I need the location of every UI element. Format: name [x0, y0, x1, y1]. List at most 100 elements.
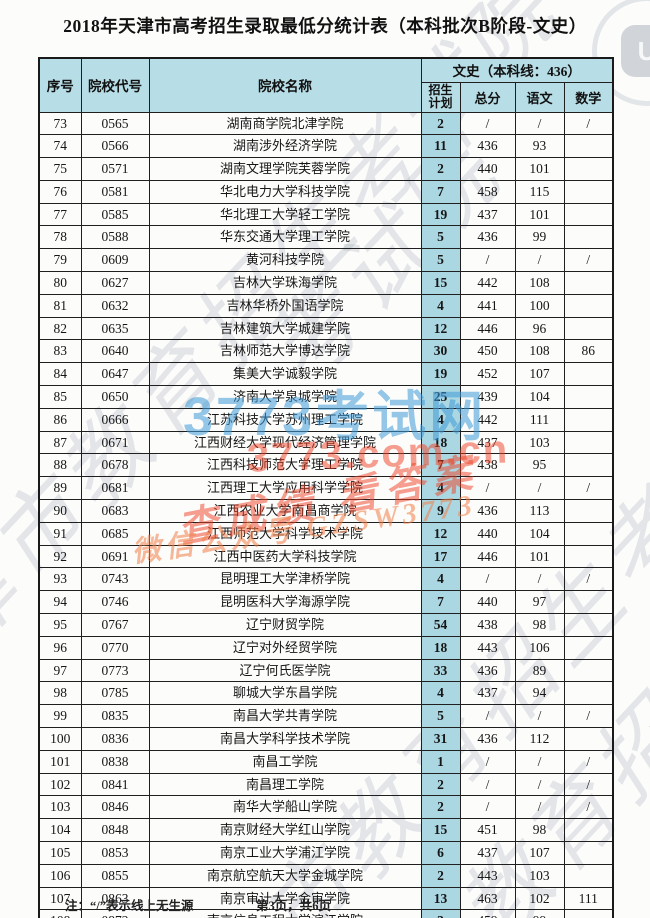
chinese-score: /: [514, 476, 565, 501]
school-code: 0691: [80, 544, 150, 569]
plan-count: 9: [420, 499, 461, 523]
school-name: 吉林建筑大学城建学院: [148, 316, 422, 341]
row-index: 75: [38, 157, 82, 181]
chinese-score: 100: [514, 293, 565, 318]
total-score: 436: [459, 727, 516, 751]
row-index: 97: [38, 658, 82, 683]
row-index: 80: [38, 271, 82, 295]
plan-count: 18: [420, 430, 461, 455]
school-code: 0609: [80, 248, 150, 273]
chinese-score: 103: [514, 863, 565, 888]
school-name: 黄河科技学院: [148, 248, 422, 273]
school-name: 南昌大学共青学院: [148, 704, 422, 729]
plan-count: 2: [420, 772, 461, 797]
plan-count: 54: [420, 613, 461, 637]
total-score: 438: [459, 453, 516, 478]
row-index: 76: [38, 179, 82, 204]
table-row: 75 0571 湖南文理学院芙蓉学院 2 440 101: [38, 157, 614, 181]
math-score: [563, 225, 614, 250]
chinese-score: 101: [514, 202, 565, 227]
school-code: 0785: [80, 681, 150, 706]
table-row: 93 0743 昆明理工大学津桥学院 4// /: [38, 567, 614, 592]
table-body: 73 0565 湖南商学院北津学院 2///74 0566 湖南涉外经济学院 11 436 93…: [38, 111, 614, 918]
math-score: [563, 818, 614, 842]
total-score: 452: [459, 362, 516, 387]
plan-count: 7: [420, 590, 461, 615]
math-score: 111: [563, 886, 614, 911]
school-code: 0838: [80, 749, 150, 774]
header-code: 院校代号: [80, 57, 150, 113]
math-score: [563, 613, 614, 637]
plan-count: 5: [420, 225, 461, 250]
row-index: 81: [38, 293, 82, 318]
plan-count: 15: [420, 271, 461, 295]
table-row: 82 0635 吉林建筑大学城建学院 12 446 96: [38, 316, 614, 341]
chinese-score: 113: [514, 499, 565, 523]
school-code: 0773: [80, 658, 150, 683]
school-code: 0743: [80, 567, 150, 592]
school-name: 南昌工学院: [148, 749, 422, 774]
table-row: 104 0848 南京财经大学红山学院 15 451 98: [38, 818, 614, 842]
header-group-wenshi: 文史（本科线：436）: [420, 57, 614, 83]
chinese-score: 98: [514, 818, 565, 842]
math-score: /: [563, 704, 614, 729]
total-score: 450: [459, 339, 516, 364]
total-score: 438: [459, 613, 516, 637]
chinese-score: 101: [514, 157, 565, 181]
school-code: 0647: [80, 362, 150, 387]
school-name: 江西中医药大学科技学院: [148, 544, 422, 569]
chinese-score: 99: [514, 225, 565, 250]
row-index: 89: [38, 476, 82, 501]
plan-count: 4: [420, 681, 461, 706]
total-score: 437: [459, 841, 516, 865]
row-index: 85: [38, 385, 82, 409]
school-name: 江西理工大学应用科学学院: [148, 476, 422, 501]
table-row: 80 0627 吉林大学珠海学院 15 442 108: [38, 271, 614, 295]
school-code: 0635: [80, 316, 150, 341]
row-index: 103: [38, 795, 82, 820]
school-code: 0835: [80, 704, 150, 729]
plan-count: 33: [420, 658, 461, 683]
math-score: [563, 430, 614, 455]
row-index: 79: [38, 248, 82, 273]
chinese-score: /: [514, 772, 565, 797]
total-score: 436: [459, 658, 516, 683]
table-row: 96 0770 辽宁对外经贸学院 18 443 106: [38, 635, 614, 660]
math-score: [563, 407, 614, 432]
total-score: 443: [459, 863, 516, 888]
chinese-score: 108: [514, 271, 565, 295]
table-row: 79 0609 黄河科技学院 5// /: [38, 248, 614, 273]
row-index: 93: [38, 567, 82, 592]
math-score: /: [563, 749, 614, 774]
page-footer: 注：“/”表示线上无生源 第3页，共6页: [38, 895, 613, 915]
math-score: /: [563, 111, 614, 136]
school-name: 南京航空航天大学金城学院: [148, 863, 422, 888]
row-index: 101: [38, 749, 82, 774]
table-row: 83 0640 吉林师范大学博达学院 30 450 108 86: [38, 339, 614, 364]
header-plan-line1: 招生: [428, 83, 453, 97]
footnote: 注：“/”表示线上无生源: [65, 899, 194, 913]
table-row: 106 0855 南京航空航天大学金城学院 2 443 103: [38, 863, 614, 888]
math-score: [563, 316, 614, 341]
school-name: 集美大学诚毅学院: [148, 362, 422, 387]
chinese-score: 94: [514, 681, 565, 706]
math-score: [563, 590, 614, 615]
math-score: [563, 727, 614, 751]
chinese-score: 95: [514, 453, 565, 478]
school-name: 辽宁财贸学院: [148, 613, 422, 637]
table-row: 76 0581 华北电力大学科技学院 7 458 115: [38, 179, 614, 204]
row-index: 83: [38, 339, 82, 364]
school-name: 南华大学船山学院: [148, 795, 422, 820]
school-code: 0836: [80, 727, 150, 751]
math-score: [563, 635, 614, 660]
chinese-score: 96: [514, 316, 565, 341]
school-code: 0650: [80, 385, 150, 409]
chinese-score: /: [514, 111, 565, 136]
school-code: 0566: [80, 134, 150, 159]
total-score: 440: [459, 590, 516, 615]
plan-count: 4: [420, 476, 461, 501]
table-row: 88 0678 江西科技师范大学理工学院 7 438 95: [38, 453, 614, 478]
header-plan: 招生 计划: [420, 81, 461, 113]
math-score: [563, 179, 614, 204]
